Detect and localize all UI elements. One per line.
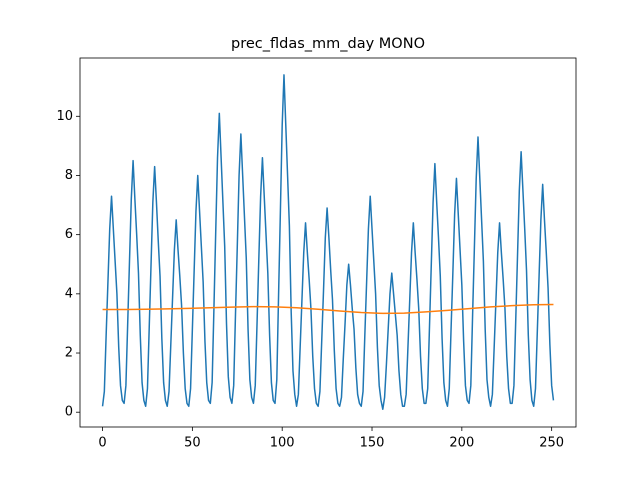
chart-title: prec_fldas_mm_day MONO: [231, 36, 425, 52]
data-line: [102, 303, 554, 315]
x-tick-label: 0: [98, 436, 106, 451]
x-tick-label: 200: [449, 436, 474, 451]
x-tick-label: 150: [360, 436, 385, 451]
y-tick-label: 2: [65, 346, 73, 361]
data-line: [101, 74, 555, 410]
x-tick-label: 50: [184, 436, 201, 451]
axes-frame: [79, 57, 577, 428]
x-tick-label: 100: [270, 436, 295, 451]
y-tick-label: 10: [56, 109, 73, 124]
y-tick-label: 4: [65, 286, 73, 301]
y-tick-label: 6: [65, 227, 73, 242]
y-tick-label: 0: [65, 405, 73, 420]
x-tick-label: 250: [539, 436, 564, 451]
y-tick-label: 8: [65, 168, 73, 183]
